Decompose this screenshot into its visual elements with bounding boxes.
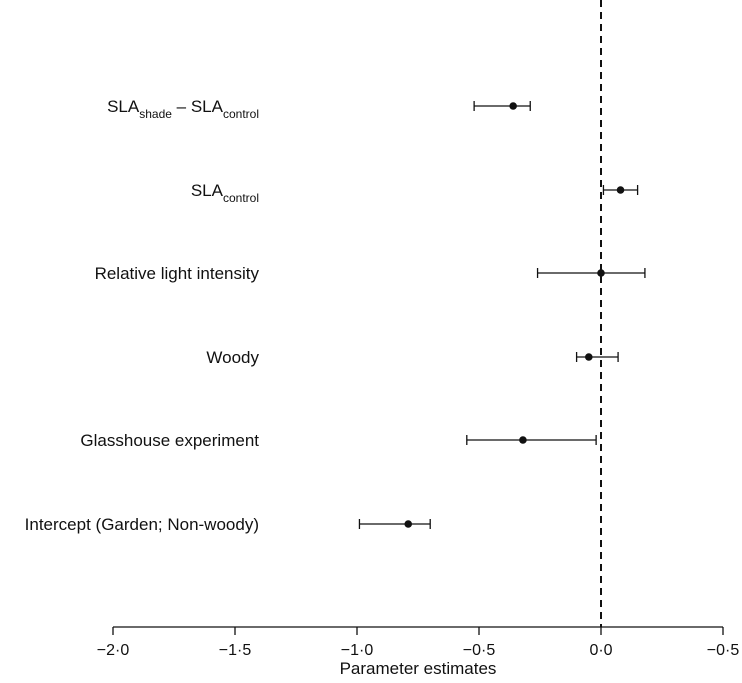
x-tick-label: −1·0 xyxy=(341,642,374,659)
row-label-text: Intercept (Garden; Non-woody) xyxy=(25,515,259,534)
point-estimate xyxy=(616,186,625,194)
point-estimate xyxy=(404,520,413,528)
x-tick-label: 0·0 xyxy=(589,642,612,659)
x-tick-label: −2·0 xyxy=(97,642,130,659)
row-label-subscript: shade xyxy=(139,107,172,121)
x-axis: −2·0 −1·5 −1·0 −0·5 0·0 −0·5 xyxy=(97,626,740,659)
error-bar xyxy=(358,519,431,529)
row-label: Intercept (Garden; Non-woody) xyxy=(25,515,259,534)
row-label-text: – SLA xyxy=(172,97,224,116)
point-estimate xyxy=(585,353,593,361)
row-label-text: SLA xyxy=(191,181,224,200)
x-tick-label: −0·5 xyxy=(463,642,496,659)
x-axis-title: Parameter estimates xyxy=(340,659,497,678)
row-labels: SLAshade – SLAcontrolSLAcontrolRelative … xyxy=(25,97,260,534)
error-bar xyxy=(536,268,646,278)
x-tick-label: −0·5 xyxy=(707,642,740,659)
error-bar xyxy=(466,435,597,445)
row-label: Relative light intensity xyxy=(95,264,260,283)
row-label-text: Glasshouse experiment xyxy=(80,431,259,450)
x-tick-label: −1·5 xyxy=(219,642,252,659)
point-estimate xyxy=(519,436,527,444)
row-label-subscript: control xyxy=(223,191,259,205)
point-estimate xyxy=(509,102,517,110)
row-label: SLAshade – SLAcontrol xyxy=(107,97,259,121)
row-label-text: Relative light intensity xyxy=(95,264,260,283)
row-label: Woody xyxy=(206,348,259,367)
row-label: Glasshouse experiment xyxy=(80,431,259,450)
point-estimates xyxy=(404,102,625,528)
row-label: SLAcontrol xyxy=(191,181,259,205)
error-bar xyxy=(473,101,531,111)
row-label-subscript: control xyxy=(223,107,259,121)
row-label-text: SLA xyxy=(107,97,140,116)
error-bars xyxy=(358,101,646,529)
point-estimate xyxy=(597,269,605,277)
row-label-text: Woody xyxy=(206,348,259,367)
error-bar xyxy=(575,352,619,362)
